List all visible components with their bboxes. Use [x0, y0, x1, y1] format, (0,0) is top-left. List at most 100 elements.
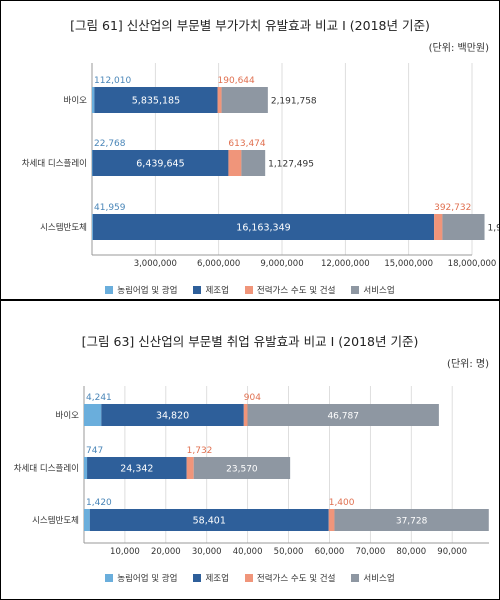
data-label-agri: 4,241 — [86, 393, 112, 403]
legend-item-service: 서비스업 — [351, 572, 395, 584]
bar-segment-util — [328, 509, 335, 531]
legend-swatch — [105, 574, 114, 582]
x-tick-label: 90,000 — [437, 547, 467, 557]
legend-swatch — [351, 286, 360, 294]
legend: 농림어업 및 광업 제조업 전력가스 수도 및 건설 서비스업 — [1, 572, 499, 584]
data-label-agri: 1,420 — [86, 498, 112, 508]
data-label-service: 37,728 — [396, 517, 428, 527]
x-tick-label: 6,000,000 — [197, 259, 240, 269]
data-label-mfg: 6,439,645 — [136, 159, 184, 170]
bar-segment-util — [228, 150, 242, 176]
legend-label: 농림어업 및 광업 — [117, 286, 178, 296]
legend-swatch — [244, 574, 253, 582]
unit-label: (단위: 명) — [447, 359, 489, 370]
bar-segment-util — [217, 87, 222, 113]
bar-segment-service — [241, 150, 266, 176]
legend-item-service: 서비스업 — [351, 284, 395, 296]
legend-item-agri: 농림어업 및 광업 — [105, 572, 177, 584]
bar-segment-service — [193, 457, 291, 479]
data-label-mfg: 16,163,349 — [236, 223, 290, 234]
data-label-service: 1,995,655 — [488, 224, 499, 234]
data-label-agri: 747 — [86, 446, 103, 456]
chart-panel-employment: [그림 63] 신산업의 부문별 취업 유발효과 비교 I (2018년 기준)… — [0, 300, 500, 600]
chart-title: [그림 61] 신산업의 부문별 부가가치 유발효과 비교 I (2018년 기… — [70, 18, 430, 33]
legend-label: 농림어업 및 광업 — [117, 574, 178, 584]
category-label: 시스템반도체 — [32, 515, 79, 526]
category-label: 차세대 디스플레이 — [14, 463, 79, 474]
bar-segment-service — [442, 214, 485, 240]
x-tick-label: 9,000,000 — [260, 259, 303, 269]
data-label-util: 392,732 — [434, 203, 471, 213]
data-label-service: 2,191,758 — [271, 97, 317, 107]
legend-label: 서비스업 — [363, 574, 395, 584]
data-label-mfg: 34,820 — [156, 411, 189, 422]
data-label-util: 1,732 — [187, 446, 213, 456]
legend-swatch — [193, 286, 202, 294]
data-label-util: 1,400 — [329, 498, 355, 508]
bar-segment-mfg — [89, 509, 329, 531]
x-tick-label: 18,000,000 — [448, 259, 497, 269]
x-tick-label: 12,000,000 — [321, 259, 370, 269]
data-label-agri: 22,768 — [94, 139, 126, 149]
bar-segment-service — [247, 404, 439, 426]
category-label: 차세대 디스플레이 — [22, 158, 87, 169]
bar-segment-agri — [92, 150, 93, 176]
data-label-util: 904 — [244, 393, 261, 403]
bar-chart-value-added: 3,000,000 6,000,000 9,000,000 12,000,000 15,… — [22, 63, 499, 269]
data-label-util: 613,474 — [228, 139, 265, 149]
x-tick-label: 70,000 — [355, 547, 385, 557]
legend-label: 서비스업 — [363, 286, 395, 296]
category-label: 시스템반도체 — [40, 222, 87, 233]
x-tick-label: 10,000 — [110, 547, 140, 557]
data-label-mfg: 58,401 — [193, 516, 226, 527]
data-label-service: 1,127,495 — [268, 160, 314, 170]
legend-label: 전력가스 수도 및 건설 — [256, 574, 336, 584]
legend-swatch — [351, 574, 360, 582]
x-tick-label: 60,000 — [315, 547, 345, 557]
bar-segment-agri — [84, 509, 90, 531]
data-label-agri: 112,010 — [94, 76, 131, 86]
bar-segment-mfg — [92, 150, 229, 176]
bar-chart-employment: 10,000 20,000 30,000 40,000 50,000 60,000 70,0… — [14, 386, 489, 557]
data-label-util: 190,644 — [218, 76, 255, 86]
x-tick-label: 50,000 — [274, 547, 304, 557]
x-tick-label: 30,000 — [192, 547, 222, 557]
legend-swatch — [105, 286, 114, 294]
unit-label: (단위: 백만원) — [428, 43, 489, 54]
x-tick-label: 80,000 — [396, 547, 426, 557]
legend-item-util: 전력가스 수도 및 건설 — [244, 572, 336, 584]
bar-segment-mfg — [101, 404, 244, 426]
bar-segment-agri — [92, 214, 93, 240]
bar-segment-util — [434, 214, 443, 240]
data-label-agri: 41,959 — [94, 203, 126, 213]
bar-segment-util — [243, 404, 248, 426]
x-tick-label: 3,000,000 — [134, 259, 177, 269]
bar-segment-util — [186, 457, 194, 479]
data-label-mfg: 24,342 — [120, 464, 153, 475]
bar-segment-mfg — [94, 87, 218, 113]
bar-segment-service — [221, 87, 268, 113]
bar-segment-agri — [84, 404, 102, 426]
x-tick-label: 20,000 — [151, 547, 181, 557]
legend-item-util: 전력가스 수도 및 건설 — [244, 284, 335, 296]
data-label-service: 23,570 — [226, 465, 258, 475]
category-label: 바이오 — [64, 95, 88, 106]
legend-item-mfg: 제조업 — [193, 572, 229, 584]
legend-label: 제조업 — [205, 286, 229, 296]
legend-swatch — [193, 574, 202, 582]
legend-item-mfg: 제조업 — [193, 284, 229, 296]
data-label-service: 46,787 — [327, 412, 359, 422]
bar-segment-service — [334, 509, 489, 531]
data-label-mfg: 5,835,185 — [132, 96, 180, 107]
x-tick-label: 15,000,000 — [384, 259, 433, 269]
legend-label: 제조업 — [205, 574, 229, 584]
category-label: 바이오 — [56, 410, 80, 421]
legend-item-agri: 농림어업 및 광업 — [105, 284, 177, 296]
chart-title: [그림 63] 신산업의 부문별 취업 유발효과 비교 I (2018년 기준) — [81, 334, 419, 349]
bar-segment-mfg — [92, 214, 435, 240]
x-tick-label: 40,000 — [233, 547, 263, 557]
bar-segment-agri — [92, 87, 95, 113]
bar-segment-agri — [84, 457, 88, 479]
bar-segment-mfg — [87, 457, 187, 479]
legend: 농림어업 및 광업 제조업 전력가스 수도 및 건설 서비스업 — [1, 284, 499, 296]
